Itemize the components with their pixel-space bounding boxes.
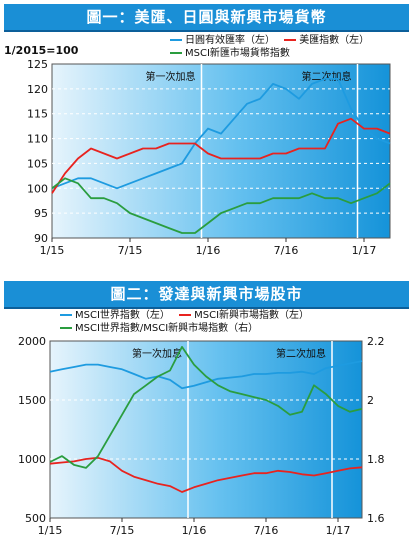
legend-swatch bbox=[179, 314, 192, 316]
y2-tick-label: 1.8 bbox=[367, 453, 385, 466]
chart2-svg: 500 1000 1500 2000 1.6 1.8 2 2.2 1/15 7/15 1/16 7/1… bbox=[18, 335, 385, 537]
chart2-title: 圖二：發達與新興市場股市 bbox=[4, 281, 409, 309]
x-tick-label: 1/16 bbox=[196, 244, 221, 257]
y-tick-label: 110 bbox=[27, 133, 48, 146]
plot-area bbox=[49, 340, 363, 519]
y-tick-label: 2000 bbox=[18, 335, 46, 348]
chart1-title: 圖一：美匯、日圓與新興市場貨幣 bbox=[4, 4, 409, 32]
chart1-base-note: 1/2015=100 bbox=[4, 44, 79, 57]
y2-tick-label: 1.6 bbox=[367, 512, 385, 525]
y-tick-label: 95 bbox=[34, 207, 48, 220]
series-line bbox=[49, 360, 363, 390]
y-tick-label: 90 bbox=[34, 232, 48, 245]
x-tick-label: 7/16 bbox=[254, 524, 279, 537]
x-tick-label: 1/15 bbox=[40, 244, 65, 257]
legend-label: MSCI新興市場指數（左） bbox=[194, 310, 310, 321]
chart2-legend: MSCI世界指數（左） MSCI新興市場指數（左） MSCI世界指數/MSCI新… bbox=[60, 309, 309, 335]
legend-label: MSCI世界指數（左） bbox=[75, 310, 170, 321]
x-tick-label: 7/15 bbox=[110, 524, 135, 537]
x-tick-label: 7/16 bbox=[274, 244, 299, 257]
y-tick-label: 120 bbox=[27, 83, 48, 96]
chart1-svg: 90 95 100 105 110 115 120 125 1/15 7/15 1/16 7/16 1/… bbox=[27, 58, 391, 257]
legend-swatch bbox=[170, 39, 182, 41]
x-tick-label: 1/17 bbox=[352, 244, 377, 257]
legend-label: 日圓有效匯率（左） bbox=[185, 35, 275, 46]
legend-label: MSCI世界指數/MSCI新興市場指數（右） bbox=[75, 323, 259, 334]
y2-tick-label: 2.2 bbox=[367, 335, 385, 348]
plot-area bbox=[51, 63, 391, 239]
y-tick-label: 125 bbox=[27, 58, 48, 71]
x-tick-label: 1/15 bbox=[38, 524, 63, 537]
rate-hike-label: 第二次加息 bbox=[302, 70, 352, 83]
series-line bbox=[51, 177, 391, 234]
legend-swatch bbox=[60, 314, 72, 316]
x-tick-label: 1/17 bbox=[326, 524, 351, 537]
series-line bbox=[51, 117, 391, 194]
chart1-legend: 日圓有效匯率（左） 美匯指數（左） MSCI新匯市場貨幣指數 bbox=[170, 34, 369, 60]
y-tick-label: 100 bbox=[27, 182, 48, 195]
y-tick-label: 500 bbox=[25, 512, 46, 525]
y-tick-label: 1000 bbox=[18, 453, 46, 466]
y2-tick-label: 2 bbox=[367, 394, 374, 407]
y-tick-label: 115 bbox=[27, 108, 48, 121]
x-tick-label: 1/16 bbox=[182, 524, 207, 537]
legend-swatch bbox=[170, 52, 182, 54]
legend-label: 美匯指數（左） bbox=[299, 35, 370, 46]
rate-hike-label: 第一次加息 bbox=[146, 70, 196, 83]
rate-hike-label: 第一次加息 bbox=[132, 347, 182, 360]
legend-swatch bbox=[60, 327, 72, 329]
y-tick-label: 105 bbox=[27, 157, 48, 170]
series-line bbox=[49, 456, 363, 493]
rate-hike-label: 第二次加息 bbox=[276, 347, 326, 360]
series-line bbox=[49, 345, 363, 469]
legend-swatch bbox=[284, 39, 297, 41]
y-tick-label: 1500 bbox=[18, 394, 46, 407]
legend-label: MSCI新匯市場貨幣指數 bbox=[185, 48, 290, 59]
x-tick-label: 7/15 bbox=[118, 244, 143, 257]
series-line bbox=[51, 78, 391, 190]
